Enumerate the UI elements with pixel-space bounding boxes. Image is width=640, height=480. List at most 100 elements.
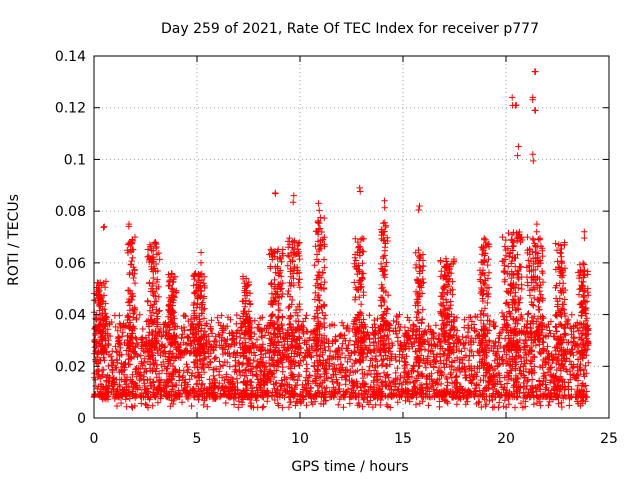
data-point bbox=[522, 349, 529, 357]
data-point bbox=[423, 380, 430, 387]
data-point bbox=[381, 247, 389, 254]
data-point bbox=[204, 361, 211, 368]
data-point bbox=[113, 387, 120, 394]
data-point bbox=[218, 337, 225, 344]
data-point bbox=[551, 374, 558, 381]
data-point bbox=[111, 312, 119, 319]
data-point bbox=[410, 379, 417, 387]
data-point bbox=[393, 318, 400, 326]
data-point bbox=[182, 341, 190, 348]
data-point bbox=[330, 353, 337, 361]
data-point bbox=[470, 321, 478, 328]
data-point bbox=[161, 342, 169, 350]
data-point bbox=[292, 382, 299, 389]
data-point bbox=[414, 368, 421, 376]
data-point bbox=[114, 359, 121, 366]
data-point bbox=[425, 402, 432, 409]
data-point bbox=[119, 329, 126, 336]
data-point bbox=[271, 396, 278, 404]
data-point bbox=[170, 326, 178, 333]
data-point bbox=[233, 320, 240, 328]
data-point bbox=[276, 307, 284, 314]
data-point bbox=[294, 399, 301, 407]
data-point bbox=[463, 334, 470, 341]
data-point bbox=[211, 377, 218, 384]
data-point bbox=[156, 256, 163, 263]
data-point bbox=[503, 380, 511, 387]
data-point bbox=[114, 327, 121, 334]
data-point bbox=[320, 315, 328, 322]
data-point bbox=[512, 365, 519, 372]
data-point bbox=[183, 361, 190, 368]
data-point bbox=[198, 374, 205, 381]
data-point bbox=[459, 390, 466, 397]
data-point bbox=[343, 373, 350, 380]
data-point bbox=[474, 363, 481, 370]
data-point bbox=[407, 324, 414, 332]
data-point bbox=[344, 347, 352, 354]
data-point bbox=[153, 365, 160, 372]
data-point bbox=[509, 393, 516, 401]
data-point bbox=[168, 270, 175, 277]
data-point bbox=[536, 398, 543, 405]
data-point bbox=[315, 387, 322, 394]
data-point bbox=[559, 376, 567, 383]
data-point bbox=[155, 370, 163, 377]
data-point bbox=[393, 312, 400, 320]
data-point bbox=[340, 322, 347, 329]
data-point bbox=[545, 402, 552, 409]
data-point bbox=[473, 382, 480, 389]
data-point bbox=[138, 400, 145, 407]
data-point bbox=[336, 395, 343, 403]
data-point bbox=[570, 338, 577, 345]
data-point bbox=[91, 391, 98, 398]
data-point bbox=[282, 335, 289, 342]
data-point bbox=[215, 331, 222, 338]
data-point bbox=[153, 374, 160, 381]
data-point bbox=[311, 262, 318, 269]
data-point bbox=[165, 377, 173, 384]
data-point bbox=[466, 352, 473, 360]
data-point bbox=[429, 382, 436, 389]
data-point bbox=[407, 335, 414, 343]
data-point bbox=[225, 379, 233, 386]
data-point bbox=[322, 397, 330, 404]
data-point bbox=[253, 397, 260, 404]
data-point bbox=[435, 336, 442, 343]
data-point bbox=[471, 327, 478, 334]
data-point bbox=[418, 381, 425, 389]
data-point bbox=[173, 381, 180, 389]
data-point bbox=[365, 386, 372, 394]
data-point bbox=[253, 336, 261, 343]
data-point bbox=[453, 332, 460, 340]
data-point bbox=[243, 372, 250, 379]
data-point bbox=[223, 340, 230, 347]
data-point bbox=[505, 229, 512, 237]
data-point bbox=[495, 362, 502, 369]
data-point bbox=[370, 347, 377, 355]
data-point bbox=[298, 322, 306, 329]
data-point bbox=[574, 356, 582, 363]
data-point bbox=[260, 354, 267, 361]
data-point bbox=[416, 400, 423, 407]
data-point bbox=[238, 399, 246, 406]
data-point bbox=[516, 263, 523, 270]
data-point bbox=[363, 345, 370, 352]
data-point bbox=[533, 330, 541, 337]
data-point bbox=[237, 324, 244, 331]
data-point bbox=[108, 388, 115, 396]
data-point bbox=[207, 380, 215, 387]
data-point bbox=[324, 375, 332, 382]
data-point bbox=[512, 376, 519, 383]
data-point bbox=[139, 325, 146, 333]
data-point bbox=[184, 369, 191, 376]
data-point bbox=[532, 342, 540, 349]
data-point bbox=[150, 274, 157, 282]
data-point bbox=[398, 354, 405, 361]
data-point bbox=[114, 333, 122, 341]
data-point bbox=[524, 279, 531, 286]
data-point bbox=[201, 397, 208, 404]
data-point bbox=[514, 317, 522, 324]
data-point bbox=[287, 313, 294, 321]
data-point bbox=[465, 357, 473, 364]
